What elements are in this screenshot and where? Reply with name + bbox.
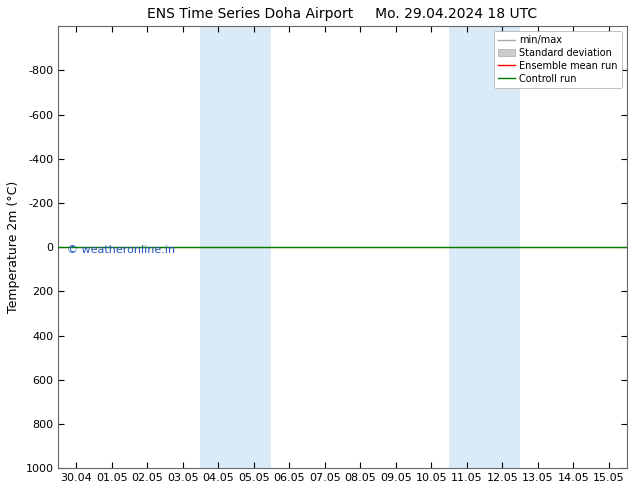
Y-axis label: Temperature 2m (°C): Temperature 2m (°C) [7,181,20,314]
Title: ENS Time Series Doha Airport     Mo. 29.04.2024 18 UTC: ENS Time Series Doha Airport Mo. 29.04.2… [148,7,538,21]
Bar [200,26,271,468]
Legend: min/max, Standard deviation, Ensemble mean run, Controll run: min/max, Standard deviation, Ensemble me… [494,31,622,88]
Text: © weatheronline.in: © weatheronline.in [67,245,175,255]
Bar [449,26,520,468]
